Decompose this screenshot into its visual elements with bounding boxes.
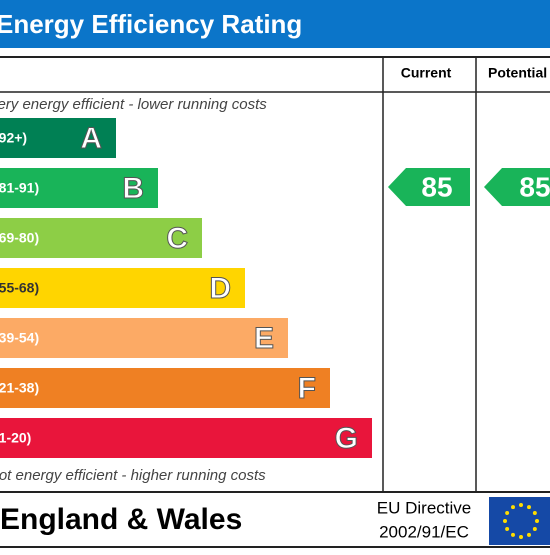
band-letter: F [298, 372, 316, 405]
band-range: (39-54) [0, 330, 39, 346]
star [511, 505, 515, 510]
star [503, 519, 507, 523]
directive-code: 2002/91/EC [379, 522, 469, 541]
bottom-note: Not energy efficient - higher running co… [0, 467, 266, 484]
region: England & Wales [0, 503, 242, 536]
band-range: (21-38) [0, 380, 39, 396]
top-note: Very energy efficient - lower running co… [0, 96, 267, 113]
rating-arrow [388, 168, 470, 206]
star [527, 532, 531, 537]
band-letter: A [80, 122, 102, 155]
band-letter: D [209, 272, 231, 305]
column-header: Potential [488, 65, 547, 81]
band [0, 268, 245, 308]
band [0, 118, 116, 158]
band-range: (69-80) [0, 230, 39, 246]
star [511, 532, 515, 537]
rating-value: 85 [421, 171, 452, 202]
rating-arrow [484, 168, 550, 206]
column-header: Current [401, 65, 452, 81]
frame [0, 56, 550, 548]
title-bar [0, 0, 550, 48]
directive: EU Directive [377, 498, 471, 517]
star [505, 511, 510, 515]
star [505, 527, 510, 531]
eu-stars [503, 503, 539, 539]
star [527, 505, 531, 510]
band [0, 168, 158, 208]
band-letter: E [254, 322, 274, 355]
band [0, 218, 202, 258]
band-range: (81-91) [0, 180, 39, 196]
star [532, 511, 537, 515]
bands: (92+) A (81-91) B (69-80) C (55-68) D (39-54) E (2… [0, 118, 550, 458]
band [0, 368, 330, 408]
band-letter: B [122, 172, 144, 205]
star [532, 527, 537, 531]
rating-value: 85 [519, 171, 550, 202]
band [0, 418, 372, 458]
band-range: (92+) [0, 130, 27, 146]
band-range: (55-68) [0, 280, 39, 296]
star [519, 535, 523, 539]
band-letter: C [166, 222, 188, 255]
band-range: (1-20) [0, 430, 31, 446]
star [535, 519, 539, 523]
band-letter: G [335, 422, 358, 455]
band [0, 318, 288, 358]
title: Energy Efficiency Rating [0, 9, 302, 39]
star [519, 503, 523, 507]
